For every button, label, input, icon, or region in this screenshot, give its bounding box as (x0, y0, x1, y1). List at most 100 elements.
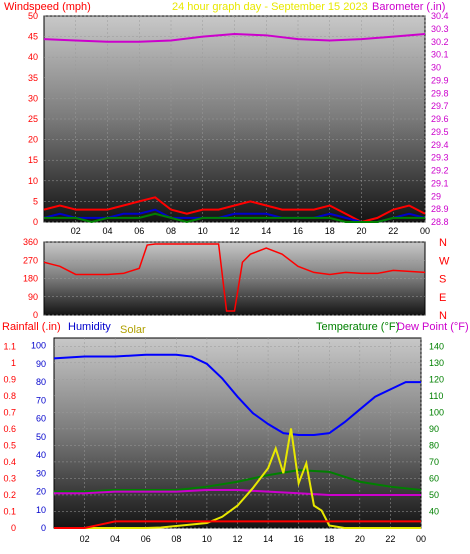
direction-series (43, 243, 426, 312)
rainfall-y-tick: 0.9 (3, 374, 16, 384)
temperature-y-tick: 90 (429, 424, 439, 434)
temperature-y-tick: 40 (429, 506, 439, 516)
humidity-axis-title: Humidity (68, 321, 111, 333)
wind-x-tick: 20 (356, 226, 366, 236)
barometer-y-tick: 30 (431, 63, 441, 73)
temperature-y-tick: 80 (429, 440, 439, 450)
barometer-y-tick: 30.4 (431, 11, 449, 21)
temperature-x-tick: 18 (324, 534, 334, 544)
wind-x-tick: 06 (134, 226, 144, 236)
direction-y-tick: 180 (23, 274, 38, 284)
wind-y-tick: 35 (28, 73, 38, 83)
wind-x-tick: 12 (229, 226, 239, 236)
barometer-y-ticks: 28.8 28.9 29 29.1 29.2 29.3 29.4 29.5 29.6 29.7 29… (431, 11, 449, 227)
humidity-y-tick: 80 (36, 377, 46, 387)
rainfall-y-tick: 0.7 (3, 407, 16, 417)
humidity-y-tick: 50 (36, 432, 46, 442)
direction-grid (44, 241, 425, 316)
wind-y-tick: 5 (33, 196, 38, 206)
compass-label: N (439, 310, 447, 322)
barometer-y-tick: 29.1 (431, 178, 449, 188)
windspeed-axis-title: Windspeed (mph) (4, 1, 91, 13)
temperature-x-tick: 08 (171, 534, 181, 544)
barometer-y-tick: 29.8 (431, 88, 449, 98)
rainfall-y-tick: 0.6 (3, 424, 16, 434)
temperature-x-ticks: 02 04 06 08 10 12 14 16 18 20 22 00 (80, 534, 426, 544)
wind-y-tick: 40 (28, 52, 38, 62)
dewpoint-axis-title: Dew Point (°F) (397, 321, 469, 333)
temperature-y-tick: 130 (429, 358, 444, 368)
barometer-y-tick: 29.9 (431, 75, 449, 85)
humidity-y-ticks: 0 10 20 30 40 50 60 70 80 90 100 (31, 341, 46, 533)
temperature-y-tick: 110 (429, 391, 443, 401)
humidity-y-tick: 60 (36, 414, 46, 424)
wind-y-tick: 30 (28, 93, 38, 103)
temperature-series-line (54, 469, 422, 493)
wind-y-tick: 25 (28, 114, 38, 124)
temperature-plot-area (53, 337, 422, 529)
wind-x-tick: 08 (166, 226, 176, 236)
rainfall-y-tick: 0.3 (3, 473, 16, 483)
humidity-y-tick: 20 (36, 487, 46, 497)
wind-y-tick: 45 (28, 32, 38, 42)
barometer-y-tick: 29.5 (431, 127, 449, 137)
compass-label: N (439, 237, 447, 249)
temperature-x-tick: 14 (263, 534, 273, 544)
solar-axis-title: Solar (120, 324, 146, 336)
wind-series-line (44, 212, 425, 224)
temperature-series-line (54, 489, 421, 496)
rainfall-y-tick: 1 (11, 358, 16, 368)
wind-y-tick: 15 (28, 155, 38, 165)
temperature-x-tick: 06 (141, 534, 151, 544)
temperature-grid (54, 338, 422, 529)
barometer-y-tick: 30.1 (431, 50, 449, 60)
direction-y-tick: 360 (23, 237, 38, 247)
barometer-y-tick: 29.7 (431, 101, 449, 111)
compass-label: W (439, 255, 450, 267)
temperature-x-tick: 20 (355, 534, 365, 544)
rainfall-y-tick: 0.2 (3, 490, 16, 500)
barometer-y-tick: 28.8 (431, 217, 449, 227)
temperature-axis-title: Temperature (°F) (316, 321, 399, 333)
temperature-x-tick: 10 (202, 534, 212, 544)
temperature-x-tick: 00 (416, 534, 426, 544)
barometer-y-tick: 29 (431, 191, 441, 201)
temperature-x-tick: 16 (294, 534, 304, 544)
direction-y-ticks: 0 90 180 270 360 (23, 237, 38, 320)
barometer-axis-title: Barometer (.in) (372, 1, 445, 13)
temperature-y-tick: 100 (429, 407, 444, 417)
compass-label: E (439, 292, 446, 304)
humidity-y-tick: 0 (41, 523, 46, 533)
rainfall-y-tick: 0.5 (3, 440, 16, 450)
temperature-series-line (54, 520, 421, 529)
barometer-y-tick: 29.4 (431, 140, 449, 150)
rainfall-y-tick: 1.1 (3, 341, 16, 351)
barometer-y-tick: 29.3 (431, 153, 449, 163)
direction-y-tick: 270 (23, 255, 38, 265)
wind-x-ticks: 02 04 06 08 10 12 14 16 18 20 22 00 (71, 226, 430, 236)
wind-x-tick: 00 (420, 226, 430, 236)
wind-x-tick: 10 (198, 226, 208, 236)
humidity-y-tick: 90 (36, 359, 46, 369)
wind-x-tick: 14 (261, 226, 271, 236)
temperature-y-ticks: 40 50 60 70 80 90 100 110 120 130 140 (429, 341, 444, 516)
humidity-y-tick: 30 (36, 468, 46, 478)
rainfall-y-tick: 0 (11, 523, 16, 533)
rainfall-axis-title: Rainfall (.in) (2, 321, 61, 333)
compass-label: S (439, 274, 446, 286)
wind-x-tick: 02 (71, 226, 81, 236)
graph-title: 24 hour graph day - September 15 2023 (172, 1, 368, 13)
barometer-y-tick: 30.2 (431, 37, 449, 47)
temperature-x-tick: 02 (80, 534, 90, 544)
wind-y-ticks: 0 5 10 15 20 25 30 35 40 45 50 (28, 11, 38, 227)
direction-y-tick: 0 (33, 310, 38, 320)
temperature-series-line (53, 353, 421, 436)
wind-series-line (43, 33, 426, 43)
wind-x-tick: 04 (102, 226, 112, 236)
wind-series (43, 33, 426, 224)
temperature-y-tick: 140 (429, 341, 444, 351)
wind-y-tick: 50 (28, 11, 38, 21)
temperature-x-tick: 12 (232, 534, 242, 544)
